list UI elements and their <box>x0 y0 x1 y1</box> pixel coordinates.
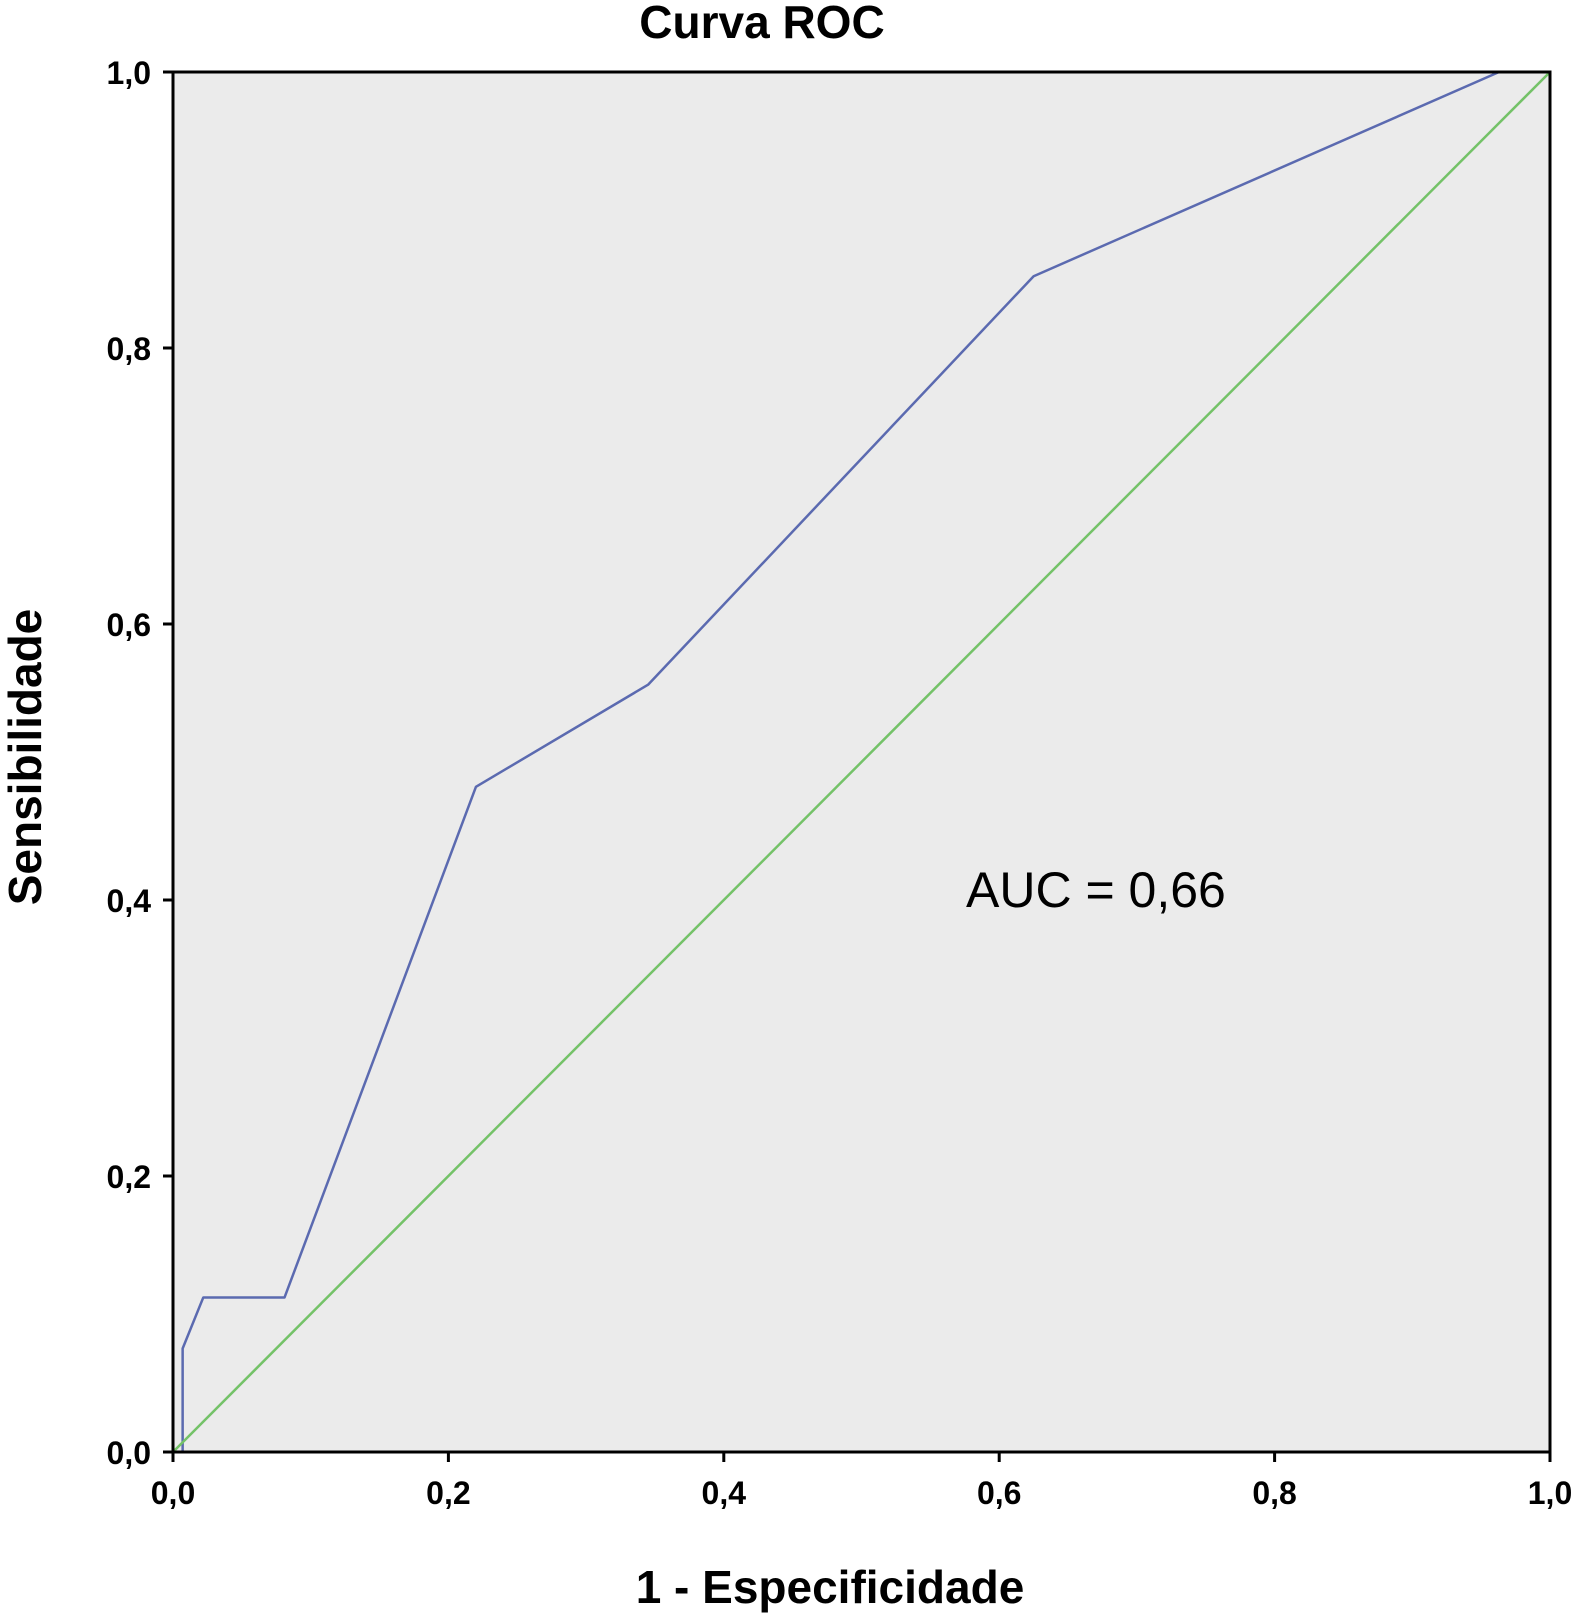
y-tick-label: 0,8 <box>107 331 151 367</box>
roc-curve-line <box>173 70 1550 1454</box>
y-tick-label: 0,0 <box>107 1435 151 1471</box>
y-tick-label: 0,6 <box>107 607 151 643</box>
x-tick-label: 0,0 <box>151 1475 195 1511</box>
x-tick-label: 1,0 <box>1528 1475 1572 1511</box>
reference-diagonal-line <box>172 71 1551 1453</box>
chart-title: Curva ROC <box>639 0 884 48</box>
plot-border <box>171 70 1552 1454</box>
x-tick-label: 0,4 <box>702 1475 747 1511</box>
x-axis-label: 1 - Especificidade <box>636 1561 1025 1613</box>
x-tick-label: 0,6 <box>977 1475 1021 1511</box>
x-tick-label: 0,8 <box>1252 1475 1296 1511</box>
y-tick-label: 0,2 <box>107 1159 151 1195</box>
y-tick-label: 1,0 <box>107 55 151 91</box>
series-layer <box>172 70 1551 1454</box>
y-tick-label: 0,4 <box>107 883 152 919</box>
auc-annotation: AUC = 0,66 <box>966 862 1226 918</box>
y-axis-label: Sensibilidade <box>0 609 51 906</box>
x-tick-label: 0,2 <box>426 1475 470 1511</box>
ticks-layer: 0,0 0,2 0,4 0,6 0,8 1,0 0,0 0,2 0,4 0,6 0,8 1,0 <box>107 55 1573 1511</box>
